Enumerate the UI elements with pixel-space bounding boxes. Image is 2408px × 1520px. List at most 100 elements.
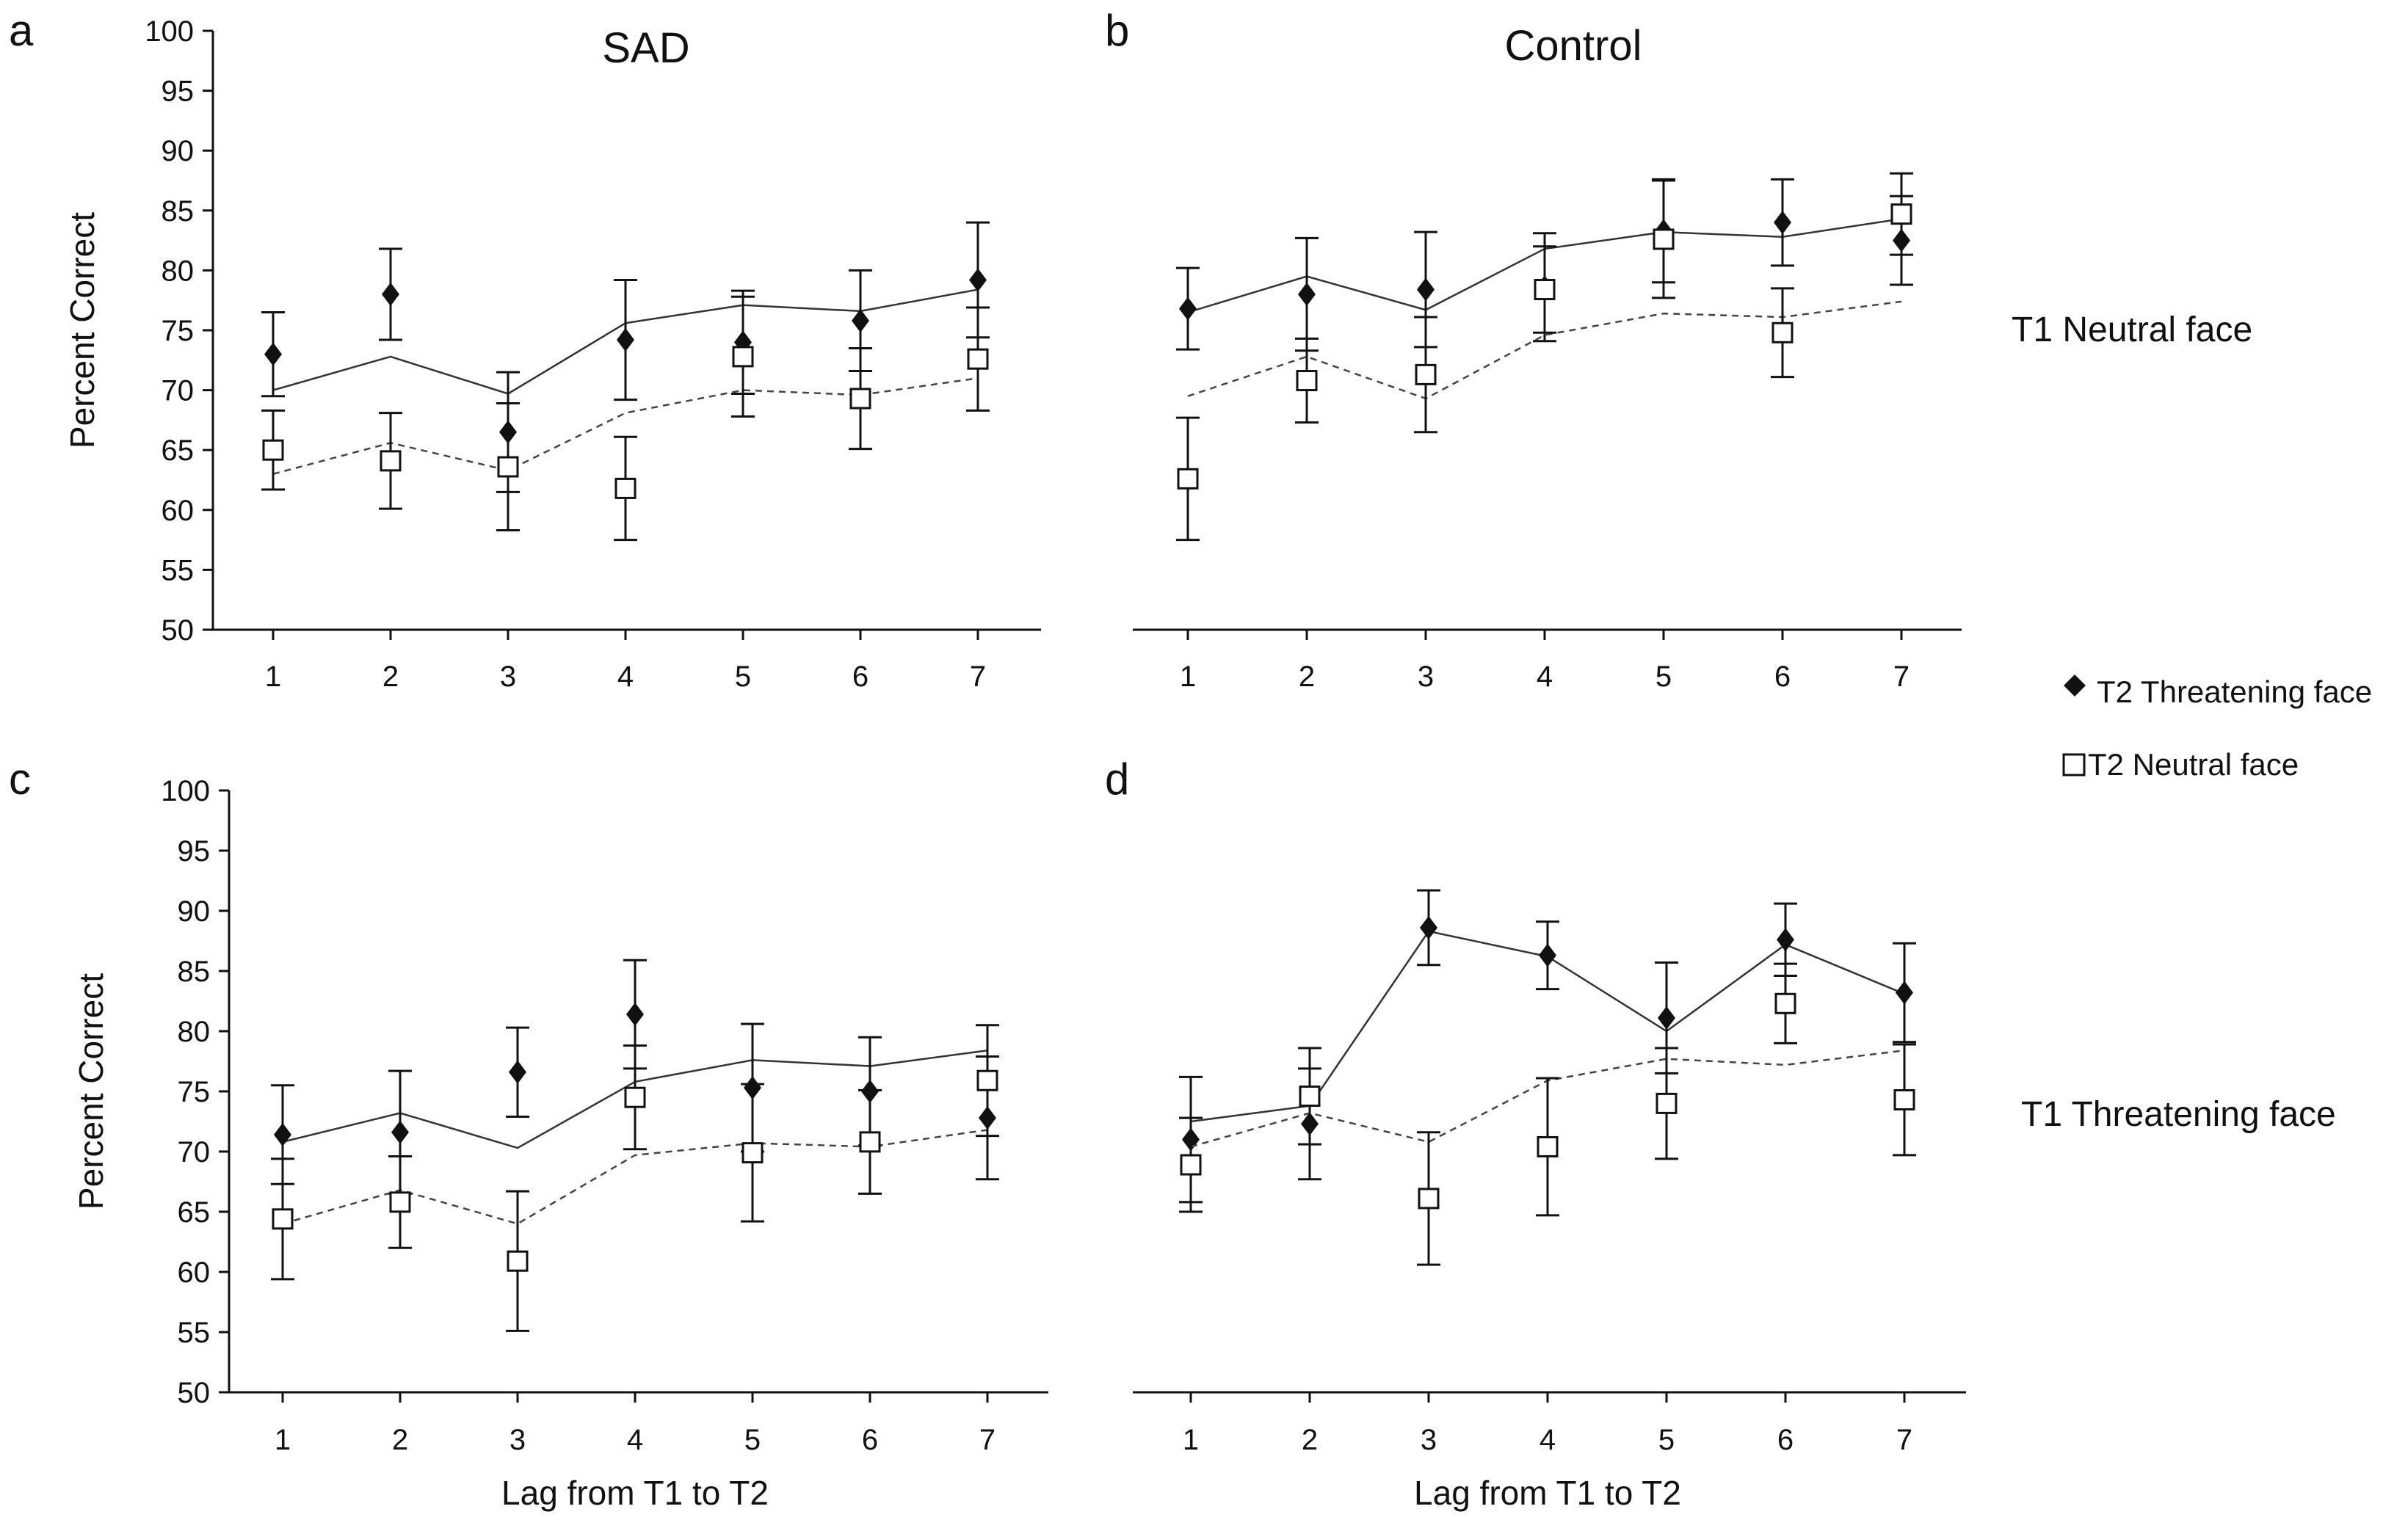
data-point-square	[1534, 279, 1556, 301]
x-tick-label: 5	[1656, 661, 1672, 693]
data-point-square	[272, 1208, 294, 1230]
data-point-square	[507, 1250, 529, 1272]
data-point-diamond	[391, 1120, 409, 1144]
y-tick-label: 55	[162, 554, 195, 586]
data-point-square	[380, 450, 402, 472]
x-tick-label: 2	[382, 661, 399, 693]
data-point-square	[1890, 203, 1912, 225]
panel-letter-d: d	[1105, 754, 1129, 804]
group-title-sad: SAD	[602, 24, 689, 72]
y-tick-label: 100	[161, 775, 210, 807]
data-point-square	[262, 439, 284, 461]
x-tick-label: 7	[979, 1424, 996, 1456]
data-point-square	[741, 1142, 764, 1164]
x-tick-label: 3	[500, 661, 516, 693]
y-tick-label: 75	[178, 1076, 211, 1108]
data-point-square	[614, 477, 637, 499]
x-tick-label: 6	[1777, 1424, 1794, 1456]
x-tick-label: 5	[744, 1424, 761, 1456]
y-tick-label: 70	[162, 375, 195, 407]
series-t2-neutral	[261, 295, 990, 542]
data-point-square	[732, 346, 754, 368]
data-point-square	[1774, 992, 1796, 1014]
series-t2-neutral	[1176, 172, 1913, 542]
data-point-square	[1656, 1092, 1678, 1114]
data-point-square	[389, 1191, 411, 1213]
y-tick-label: 65	[178, 1196, 211, 1229]
x-tick-label: 2	[1302, 1424, 1318, 1456]
data-point-diamond	[264, 342, 282, 366]
x-tick-label: 6	[862, 1424, 878, 1456]
data-point-diamond	[969, 268, 987, 292]
data-point-square	[976, 1069, 998, 1091]
data-point-square	[1418, 1188, 1440, 1210]
y-tick-label: 50	[178, 1377, 211, 1409]
data-point-diamond	[1777, 928, 1794, 952]
panel-letter-c: c	[9, 754, 31, 804]
panel-d: 1 2 3 4 5 6 7 Lag from T1 to T2	[1133, 889, 1966, 1512]
y-tick-label: 70	[178, 1136, 211, 1168]
y-tick-label: 95	[162, 76, 195, 108]
x-tick-label: 5	[1658, 1424, 1675, 1456]
y-tick-label: 65	[162, 434, 195, 467]
y-tick-label: 95	[178, 835, 211, 868]
x-tick-label: 4	[617, 661, 634, 693]
x-tick-label: 5	[735, 661, 751, 693]
legend: T2 Threatening face T2 Neutral face	[2062, 674, 2372, 782]
y-tick-label: 80	[178, 1016, 211, 1048]
data-point-diamond	[1420, 915, 1437, 939]
data-point-diamond	[509, 1060, 526, 1084]
x-tick-label: 1	[275, 1424, 291, 1456]
data-point-square	[624, 1086, 646, 1108]
x-axis-title: Lag from T1 to T2	[501, 1474, 769, 1512]
panel-a: 1 2 3 4 5 6 7 50 55 60 65 70 75 80 85 90 95 100 Percent Co…	[63, 15, 1041, 693]
data-point-square	[1653, 228, 1675, 250]
x-tick-label: 2	[392, 1424, 408, 1456]
data-point-diamond	[1658, 1006, 1675, 1030]
row-label-t1-neutral: T1 Neutral face	[2012, 310, 2252, 349]
panel-c: 1 2 3 4 5 6 7 50 55 60 65 70 75 80 85 90 95 100 Percent Co…	[72, 775, 1048, 1512]
x-tick-label: 1	[1183, 1424, 1199, 1456]
row-label-t1-threatening: T1 Threatening face	[2021, 1095, 2336, 1134]
data-point-diamond	[1539, 943, 1556, 967]
group-title-control: Control	[1505, 22, 1642, 70]
data-point-square	[1415, 363, 1437, 385]
x-tick-label: 3	[509, 1424, 526, 1456]
x-tick-label: 4	[1540, 1424, 1556, 1456]
data-point-square	[1537, 1135, 1559, 1157]
panel-letter-b: b	[1105, 6, 1129, 55]
data-point-diamond	[1298, 283, 1316, 307]
data-point-square	[849, 388, 871, 410]
y-tick-label: 55	[178, 1317, 211, 1349]
x-tick-label: 3	[1421, 1424, 1437, 1456]
y-tick-label: 90	[162, 135, 195, 167]
data-point-diamond	[852, 308, 869, 332]
x-tick-label: 7	[1896, 1424, 1912, 1456]
data-point-diamond	[274, 1123, 291, 1147]
data-point-diamond	[382, 283, 399, 307]
y-tick-label: 85	[162, 195, 195, 228]
x-tick-label: 6	[1774, 661, 1791, 693]
data-point-diamond	[1774, 211, 1791, 235]
data-point-square	[967, 348, 989, 370]
y-axis-title: Percent Correct	[63, 212, 101, 448]
data-point-diamond	[617, 328, 634, 352]
data-point-square	[1180, 1154, 1202, 1176]
y-tick-label: 60	[178, 1257, 211, 1289]
data-point-square	[1177, 468, 1199, 490]
data-point-diamond	[1417, 277, 1435, 302]
x-tick-label: 6	[852, 661, 868, 693]
data-point-diamond	[626, 1003, 644, 1027]
y-axis-title: Percent Correct	[72, 973, 110, 1210]
x-tick-label: 2	[1299, 661, 1315, 693]
x-tick-label: 1	[265, 661, 281, 693]
data-point-diamond	[1179, 297, 1197, 321]
y-tick-label: 60	[162, 495, 195, 527]
y-tick-label: 85	[178, 956, 211, 988]
y-tick-label: 100	[145, 15, 194, 48]
series-t2-neutral	[271, 1024, 999, 1332]
data-point-square	[859, 1131, 881, 1153]
